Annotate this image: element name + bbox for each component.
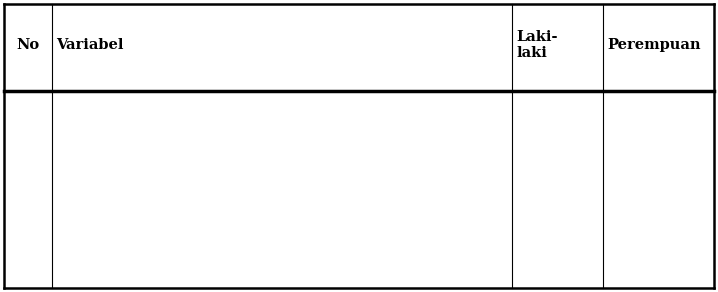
Text: Variabel: Variabel	[57, 38, 124, 52]
Text: Perempuan: Perempuan	[607, 38, 701, 52]
Text: Laki-
laki: Laki- laki	[517, 30, 558, 60]
Text: No: No	[17, 38, 39, 52]
